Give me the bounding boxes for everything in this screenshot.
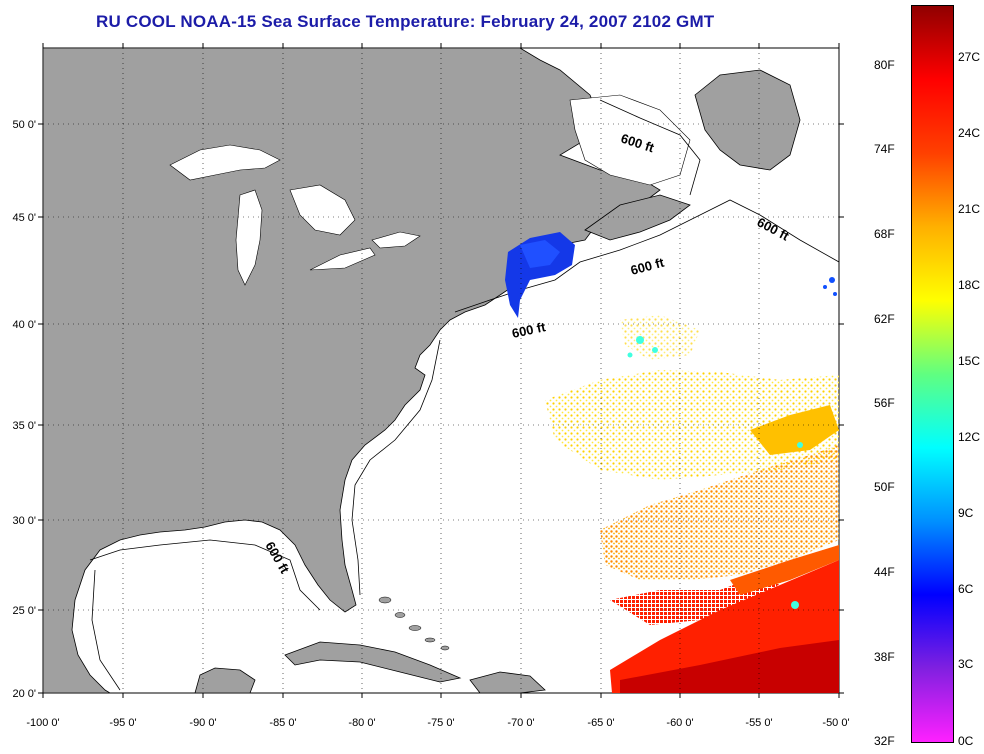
x-tick-label: -70 0'	[507, 717, 534, 729]
y-axis-labels: 50 0' 45 0' 40 0' 35 0' 30 0' 25 0' 20 0…	[12, 119, 36, 700]
nova-scotia-land	[584, 194, 691, 241]
y-tick-label: 50 0'	[12, 119, 36, 131]
isobath-label: 600 ft	[511, 319, 548, 341]
colorbar-c-label: 12C	[958, 430, 981, 444]
isobath-contours	[89, 99, 839, 691]
axis-ticks	[38, 43, 844, 698]
x-axis-labels: -100 0' -95 0' -90 0' -85 0' -80 0' -75 …	[26, 717, 849, 729]
x-tick-label: -80 0'	[348, 717, 375, 729]
x-tick-label: -95 0'	[109, 717, 136, 729]
lake-ontario	[371, 231, 421, 249]
sst-data-cold-gulf-of-maine	[505, 232, 575, 318]
colorbar-c-label: 27C	[958, 50, 981, 64]
colorbar-c-label: 15C	[958, 354, 981, 368]
colorbar-f-label: 32F	[874, 734, 895, 748]
colorbar-c-label: 3C	[958, 657, 974, 671]
sst-data-cyan-patches	[627, 336, 803, 609]
north-america-land	[43, 48, 661, 693]
colorbar-f-label: 50F	[874, 480, 895, 494]
colorbar-c-label: 0C	[958, 734, 974, 748]
colorbar-f-label: 38F	[874, 650, 895, 664]
yucatan-land	[194, 667, 256, 693]
colorbar-c-label: 9C	[958, 506, 974, 520]
y-tick-label: 20 0'	[12, 688, 36, 700]
colorbar-f-label: 80F	[874, 58, 895, 72]
colorbar-c-label: 18C	[958, 278, 981, 292]
lake-michigan	[235, 189, 263, 286]
map-title: RU COOL NOAA-15 Sea Surface Temperature:…	[96, 12, 715, 31]
colorbar-f-label: 62F	[874, 312, 895, 326]
colorbar-c-label: 24C	[958, 126, 981, 140]
bahamas-islands	[378, 596, 450, 651]
x-tick-label: -85 0'	[269, 717, 296, 729]
sst-data-blue-patches	[823, 277, 837, 296]
colorbar-f-label: 74F	[874, 142, 895, 156]
lake-superior	[169, 144, 281, 181]
y-tick-label: 45 0'	[12, 212, 36, 224]
hispaniola-land	[469, 671, 546, 693]
x-tick-label: -100 0'	[26, 717, 59, 729]
lake-huron	[289, 184, 356, 236]
y-tick-label: 25 0'	[12, 605, 36, 617]
colorbar-c-label: 6C	[958, 582, 974, 596]
cuba-land	[284, 641, 462, 683]
x-tick-label: -90 0'	[189, 717, 216, 729]
gulf-st-lawrence	[569, 94, 691, 186]
x-tick-label: -50 0'	[822, 717, 849, 729]
y-tick-label: 35 0'	[12, 420, 36, 432]
newfoundland-land	[694, 69, 801, 171]
colorbar-f-label: 68F	[874, 227, 895, 241]
sst-data-red-region	[610, 545, 839, 693]
y-tick-label: 30 0'	[12, 515, 36, 527]
x-tick-label: -55 0'	[745, 717, 772, 729]
sst-data-orange-region	[600, 445, 839, 580]
x-tick-label: -60 0'	[666, 717, 693, 729]
temperature-colorbar	[911, 5, 954, 743]
colorbar-c-label: 21C	[958, 202, 981, 216]
colorbar-f-label: 44F	[874, 565, 895, 579]
x-tick-label: -75 0'	[427, 717, 454, 729]
x-tick-label: -65 0'	[587, 717, 614, 729]
y-tick-label: 40 0'	[12, 319, 36, 331]
colorbar-f-label: 56F	[874, 396, 895, 410]
lake-erie	[309, 247, 376, 271]
